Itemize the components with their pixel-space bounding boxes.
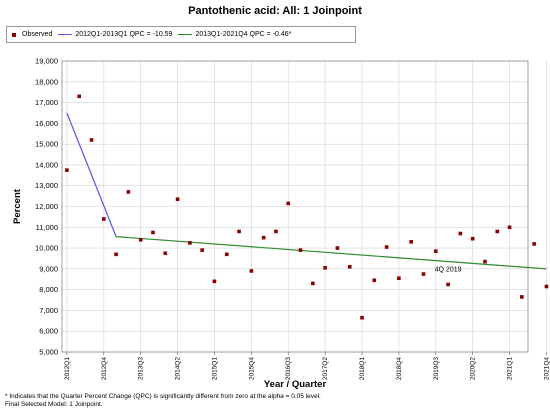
observed-point — [335, 246, 340, 250]
legend-line-segment-1 — [58, 34, 73, 35]
observed-point — [483, 259, 487, 264]
observed-point — [77, 94, 82, 99]
y-tick-label: 11,000 — [36, 223, 58, 232]
observed-point — [421, 272, 426, 276]
observed-point — [323, 266, 327, 270]
observed-point — [347, 264, 352, 269]
x-axis-title: Year / Quarter — [264, 379, 327, 390]
observed-point — [126, 190, 131, 194]
observed-point — [384, 245, 389, 249]
legend-label-segment-2: 2013Q1-2021Q4 QPC = -0.46* — [195, 31, 292, 38]
x-tick-label: 2012Q1 — [64, 357, 71, 381]
plot-frame — [61, 60, 529, 353]
chart-legend: Observed 2012Q1-2013Q1 QPC = -10.59 2013… — [6, 26, 356, 43]
x-tick-label: 2017Q2 — [322, 357, 329, 381]
x-tick-label: 2021Q1 — [507, 357, 514, 381]
observed-point — [409, 240, 413, 244]
y-tick-label: 13,000 — [35, 181, 58, 190]
observed-point — [298, 248, 303, 252]
x-tick-label: 2013Q3 — [138, 357, 145, 381]
y-tick-label: 8,000 — [39, 285, 58, 294]
x-tick-label: 2014Q2 — [175, 357, 182, 381]
y-tick-label: 10,000 — [35, 244, 58, 253]
observed-point — [200, 248, 204, 252]
annotation-label: 4Q 2019 — [435, 266, 462, 273]
y-tick-label: 12,000 — [35, 202, 58, 211]
observed-point — [458, 231, 463, 236]
observed-points — [65, 94, 549, 320]
x-tick-label: 2021Q4 — [543, 357, 550, 381]
y-tick-label: 9,000 — [39, 264, 58, 273]
observed-point — [261, 235, 266, 240]
x-tick-label: 2019Q3 — [433, 357, 440, 381]
legend-label-observed: Observed — [22, 31, 53, 38]
y-tick-label: 15,000 — [35, 140, 58, 149]
legend-marker-observed — [12, 32, 16, 37]
observed-point — [470, 236, 475, 241]
observed-point — [520, 295, 524, 299]
observed-point — [372, 278, 377, 283]
observed-point — [212, 279, 217, 284]
legend-entry-segment-2: 2013Q1-2021Q4 QPC = -0.46* — [178, 31, 291, 38]
observed-point — [249, 269, 254, 273]
y-axis-title: Percent — [12, 188, 23, 224]
observed-point — [188, 241, 192, 245]
legend-entry-observed: Observed — [12, 31, 52, 38]
legend-label-segment-1: 2012Q1-2013Q1 QPC = -10.59 — [75, 31, 173, 38]
y-tick-label: 6,000 — [39, 327, 58, 336]
footnote-model: Final Selected Model: 1 Joinpoint. — [5, 401, 103, 408]
legend-entry-segment-1: 2012Q1-2013Q1 QPC = -10.59 — [58, 31, 172, 38]
observed-point — [397, 276, 401, 281]
y-tick-label: 17,000 — [35, 98, 58, 107]
observed-point — [65, 168, 69, 172]
x-tick-label: 2020Q2 — [470, 357, 477, 381]
x-tick-label: 2018Q1 — [359, 357, 366, 381]
y-tick-label: 14,000 — [35, 160, 58, 169]
observed-point — [274, 229, 278, 234]
observed-point — [507, 225, 512, 230]
grid-layer — [62, 60, 547, 353]
y-tick-label: 5,000 — [39, 348, 58, 357]
y-tick-label: 16,000 — [35, 119, 58, 128]
observed-point — [163, 251, 168, 256]
observed-point — [138, 237, 143, 242]
y-tick-label: 18,000 — [35, 77, 58, 86]
chart-title: Pantothenic acid: All: 1 Joinpoint — [188, 5, 362, 17]
x-tick-label: 2015Q1 — [211, 357, 218, 381]
observed-point — [446, 282, 450, 287]
observed-point — [311, 281, 315, 286]
observed-point — [433, 249, 438, 253]
observed-point — [360, 315, 364, 320]
x-tick-label: 2016Q3 — [285, 357, 292, 381]
observed-point — [544, 284, 549, 289]
observed-point — [224, 252, 229, 257]
observed-point — [114, 252, 118, 257]
x-tick-label: 2012Q4 — [101, 357, 108, 381]
observed-point — [175, 197, 180, 202]
axis-labels: 5,000 6,000 7,000 8,000 9,000 10,000 11,000 12,… — [12, 57, 550, 391]
axis-layer — [61, 60, 547, 355]
observed-point — [89, 138, 94, 142]
observed-point — [286, 201, 291, 206]
observed-point — [495, 229, 500, 234]
footnote: * Indicates that the Quarter Percent Cha… — [5, 393, 321, 409]
y-tick-label: 19,000 — [35, 57, 58, 66]
observed-point — [151, 230, 155, 235]
trend-lines — [66, 112, 547, 270]
legend-line-segment-2 — [178, 34, 193, 35]
x-tick-label: 2018Q4 — [396, 357, 403, 381]
y-tick-label: 7,000 — [39, 306, 58, 315]
observed-point — [237, 229, 241, 234]
footnote-significance: * Indicates that the Quarter Percent Cha… — [5, 393, 321, 400]
trend-line-segment-1 — [66, 112, 117, 237]
x-tick-label: 2015Q4 — [248, 357, 255, 381]
observed-point — [102, 217, 106, 221]
trend-line-segment-2 — [116, 236, 547, 270]
observed-point — [532, 242, 536, 246]
